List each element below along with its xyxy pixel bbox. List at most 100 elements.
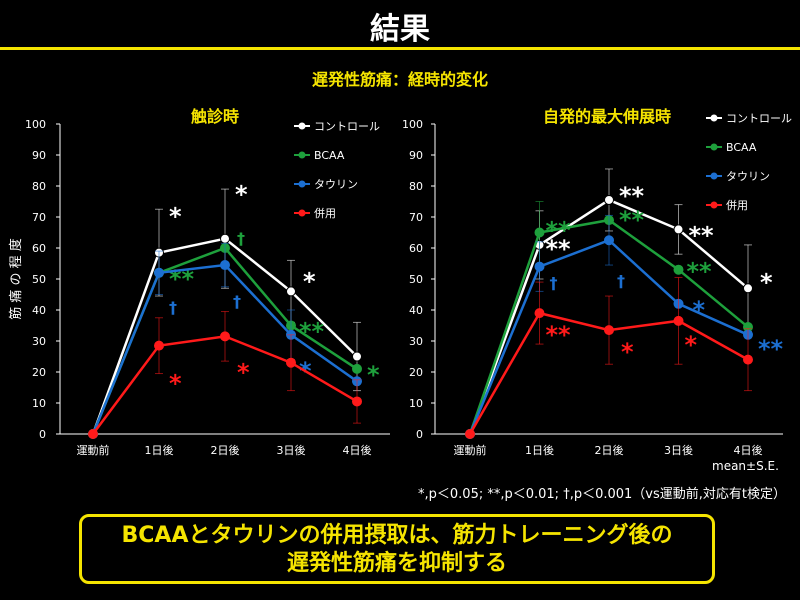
legend-swatch-marker [710, 201, 718, 209]
legend-swatch-marker [710, 172, 718, 180]
significance-mark: ** [299, 318, 325, 346]
legend-label: コントロール [726, 112, 792, 125]
significance-mark: * [237, 358, 250, 386]
significance-mark: † [233, 292, 241, 311]
data-point [154, 267, 164, 278]
legend-swatch-marker [298, 122, 306, 130]
y-tick-label: 0 [416, 428, 423, 441]
data-point [154, 340, 164, 351]
data-point [604, 194, 614, 205]
y-tick-label: 50 [409, 273, 423, 286]
y-tick-label: 20 [32, 366, 46, 379]
significance-mark: * [621, 338, 634, 366]
conclusion-box: BCAAとタウリンの併用摂取は、筋力トレーニング後の 遅発性筋痛を抑制する [79, 514, 715, 584]
title-underline [0, 47, 800, 50]
y-tick-label: 40 [32, 304, 46, 317]
slide-title: 結果 [370, 12, 430, 47]
legend-label: タウリン [314, 178, 358, 191]
x-tick-label: 運動前 [454, 443, 487, 457]
data-point [534, 308, 545, 319]
legend-label: BCAA [314, 149, 345, 162]
significance-mark: † [617, 271, 625, 290]
significance-mark: * [169, 203, 182, 231]
y-tick-label: 60 [32, 242, 46, 255]
y-tick-label: 40 [409, 304, 423, 317]
significance-mark: * [693, 296, 706, 324]
significance-mark: ** [758, 335, 784, 363]
significance-mark: ** [546, 321, 572, 349]
legend-swatch-marker [710, 114, 718, 122]
x-tick-label: 1日後 [145, 443, 174, 457]
y-tick-label: 50 [32, 273, 46, 286]
conclusion-line-2: 遅発性筋痛を抑制する [286, 551, 507, 576]
legend-label: BCAA [726, 141, 757, 154]
x-tick-label: 3日後 [664, 443, 693, 457]
significance-mark: ** [619, 206, 645, 234]
data-point [286, 357, 296, 368]
significance-mark: ** [619, 182, 645, 210]
y-tick-label: 20 [409, 366, 423, 379]
y-tick-label: 70 [32, 211, 46, 224]
x-tick-label: 2日後 [211, 443, 240, 457]
significance-mark: * [235, 181, 248, 209]
y-tick-label: 80 [32, 180, 46, 193]
data-point [88, 429, 98, 439]
y-tick-label: 0 [39, 428, 46, 441]
y-tick-label: 100 [402, 118, 423, 131]
legend-label: タウリン [726, 170, 770, 183]
chart-title: 自発的最大伸展時 [543, 107, 671, 126]
y-tick-label: 70 [409, 211, 423, 224]
y-tick-label: 90 [32, 149, 46, 162]
x-tick-label: 4日後 [734, 443, 763, 457]
data-point [534, 261, 545, 272]
significance-mark: * [760, 268, 773, 296]
data-point [673, 264, 684, 275]
legend-label: コントロール [314, 120, 380, 133]
legend-swatch-marker [298, 180, 306, 188]
data-point [465, 429, 475, 439]
x-tick-label: 3日後 [277, 443, 306, 457]
data-point [220, 331, 230, 342]
significance-mark: † [237, 229, 245, 248]
significance-mark: † [550, 274, 558, 293]
significance-mark: * [367, 361, 380, 389]
significance-mark: * [169, 370, 182, 398]
x-tick-label: 4日後 [343, 443, 372, 457]
data-point [604, 235, 614, 246]
y-tick-label: 90 [409, 149, 423, 162]
significance-mark: * [685, 331, 698, 359]
conclusion-line-1: BCAAとタウリンの併用摂取は、筋力トレーニング後の [121, 523, 673, 548]
slide-subtitle: 遅発性筋痛：経時的変化 [311, 70, 488, 89]
significance-mark: ** [689, 221, 715, 249]
data-point [743, 283, 753, 294]
y-axis-label: 筋 痛 の 程 度 [8, 238, 24, 320]
data-point [352, 396, 362, 407]
legend-swatch-marker [298, 209, 306, 217]
legend-swatch-marker [298, 151, 306, 159]
data-point [604, 325, 614, 336]
significance-mark: * [303, 267, 316, 295]
data-point [743, 354, 753, 365]
legend-swatch-marker [710, 143, 718, 151]
y-tick-label: 10 [32, 397, 46, 410]
data-point [673, 315, 684, 326]
significance-footnote: *,p＜0.05; **,p＜0.01; †,p＜0.001（vs運動前,対応有… [418, 487, 786, 502]
x-tick-label: 2日後 [595, 443, 624, 457]
data-point [352, 363, 362, 374]
x-tick-label: 運動前 [77, 443, 110, 457]
significance-mark: ** [687, 258, 713, 286]
data-point [534, 227, 545, 238]
data-point [673, 224, 684, 235]
y-tick-label: 100 [25, 118, 46, 131]
y-tick-label: 30 [409, 335, 423, 348]
y-tick-label: 60 [409, 242, 423, 255]
mean-se-note: mean±S.E. [712, 459, 779, 473]
legend-label: 併用 [314, 206, 336, 220]
significance-mark: ** [546, 217, 572, 245]
significance-mark: † [169, 298, 177, 317]
legend-label: 併用 [726, 198, 748, 212]
chart-title: 触診時 [190, 107, 239, 126]
data-point [352, 351, 362, 362]
data-point [220, 233, 230, 244]
